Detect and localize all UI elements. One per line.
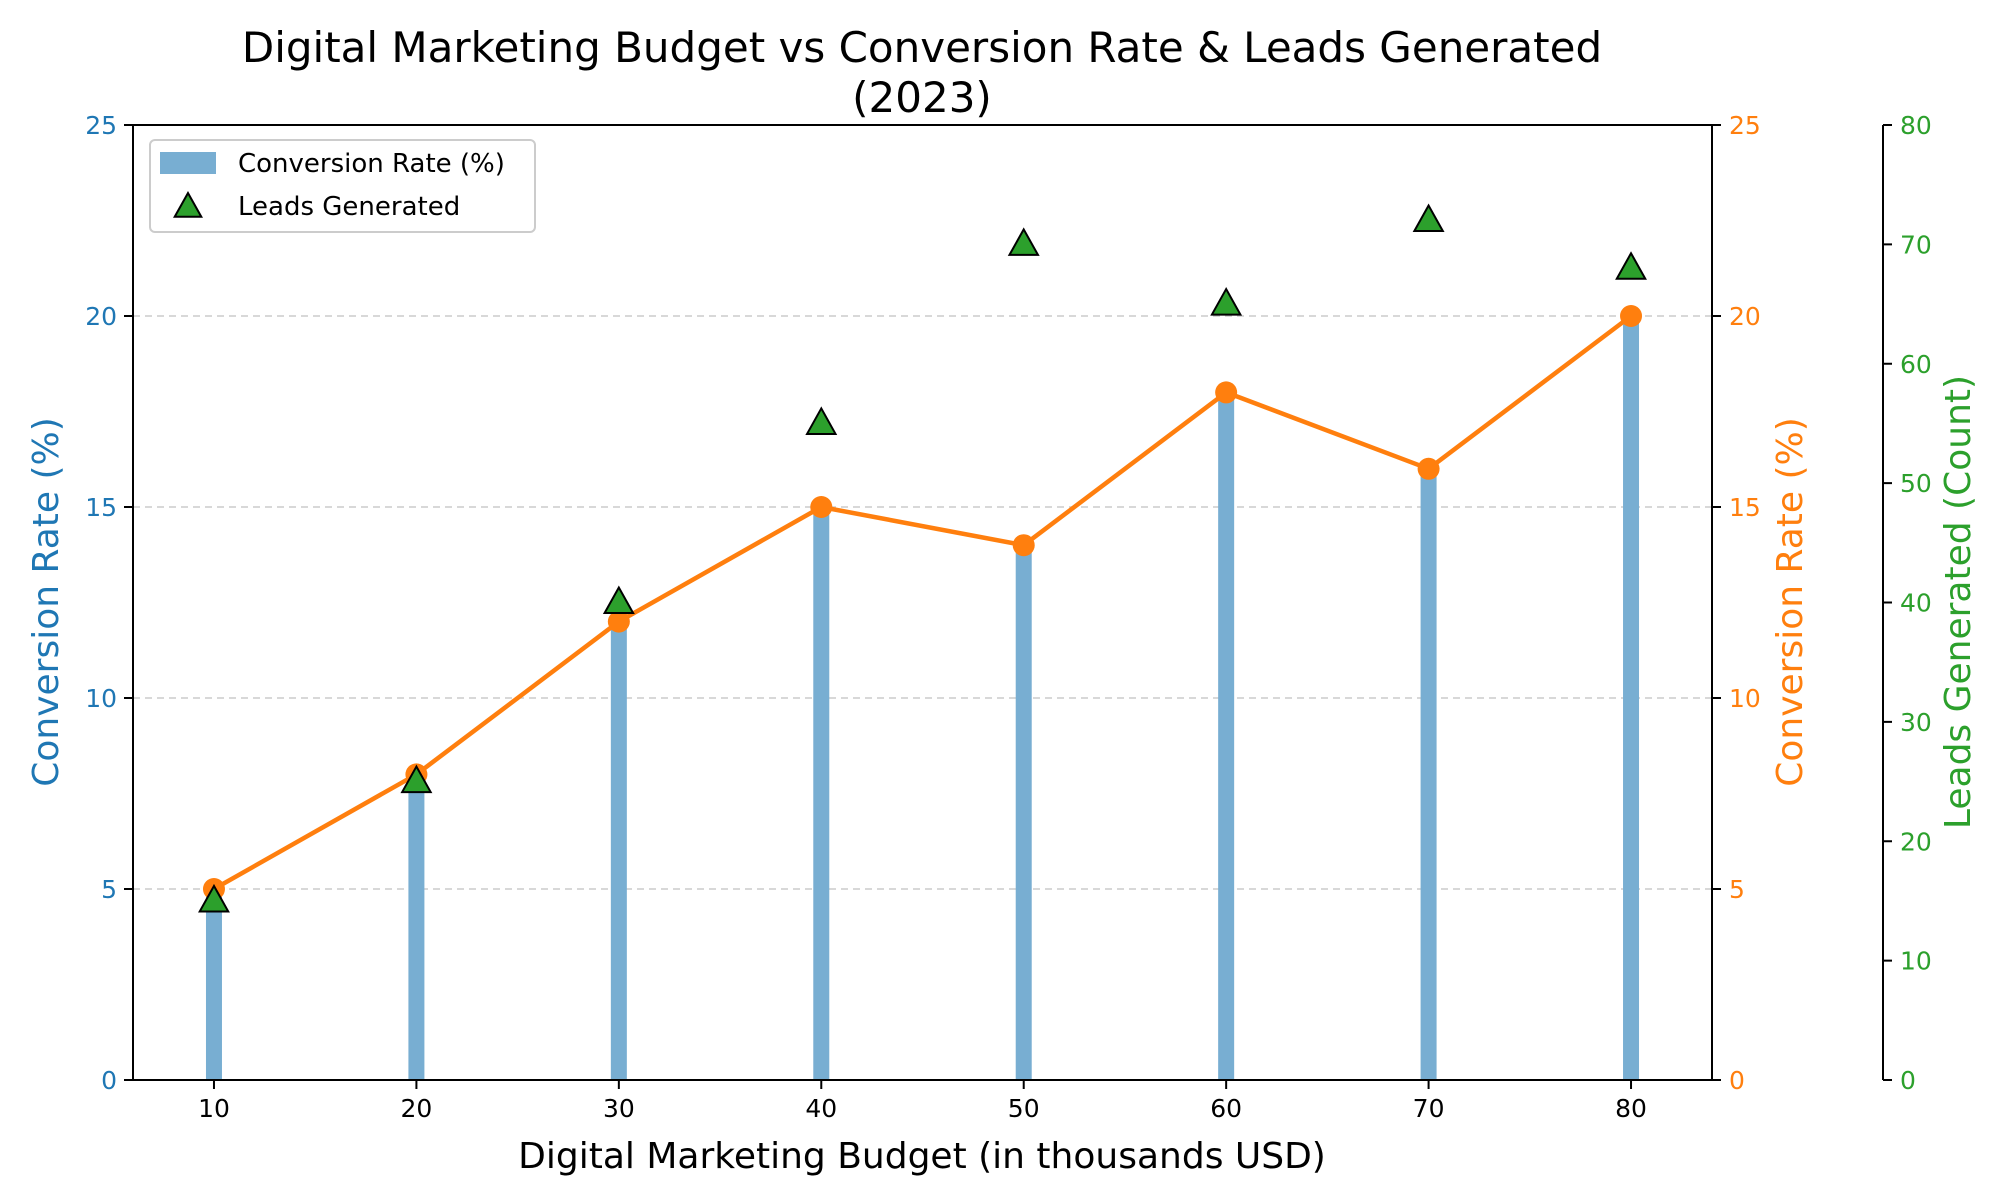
legend-triangle-icon [172, 190, 204, 218]
chart-title-line-2: (2023) [852, 73, 992, 122]
bar [1420, 468, 1437, 1080]
line-point [1215, 381, 1238, 404]
legend-bar-swatch [160, 152, 216, 174]
x-tick-label: 50 [1008, 1094, 1040, 1123]
y-right-tick-label: 25 [1729, 111, 1761, 140]
bar-layer [205, 316, 1640, 1080]
y-far-right-tick-label: 50 [1900, 469, 1932, 498]
scatter-point [400, 764, 433, 794]
y-left-tick-label: 15 [85, 493, 117, 522]
y-far-right-tick-label: 70 [1900, 230, 1932, 259]
series-line [212, 314, 1633, 891]
y-left-tick-label: 25 [85, 111, 117, 140]
y-right-axis-label: Conversion Rate (%) [1770, 417, 1811, 787]
y-far-right-tick-label: 30 [1900, 708, 1932, 737]
y-far-right-tick-label: 10 [1900, 947, 1932, 976]
scatter-point [1615, 251, 1647, 280]
y-far-right-tick-label: 80 [1900, 111, 1932, 140]
x-tick-label: 70 [1413, 1094, 1445, 1123]
x-tick-label: 30 [603, 1094, 635, 1123]
scatter-point [1412, 203, 1445, 232]
legend-layer: Conversion Rate (%) Leads Generated [149, 139, 536, 233]
y-right-tick-label: 15 [1729, 493, 1761, 522]
y-far-right-axis-label: Leads Generated (Count) [1938, 375, 1979, 829]
x-tick-label: 20 [401, 1094, 433, 1123]
y-far-right-tick-label: 20 [1900, 827, 1932, 856]
scatter-point [602, 585, 635, 614]
text-layer: 10 20 30 40 50 60 70 80 0 5 10 15 20 25 0 5 10 15 20 25 0 10 2… [26, 23, 1979, 1177]
bar [610, 621, 627, 1080]
line-point [607, 610, 630, 633]
x-tick-label: 60 [1210, 1094, 1242, 1123]
line-point [1417, 457, 1440, 480]
x-tick-label: 10 [198, 1094, 230, 1123]
scatter-point [198, 883, 230, 913]
bar [813, 507, 830, 1080]
scatter-point [1210, 287, 1243, 316]
x-tick-label: 40 [805, 1094, 837, 1123]
y-right-tick-label: 20 [1729, 302, 1761, 331]
y-left-tick-label: 0 [101, 1066, 117, 1095]
line-point [810, 496, 833, 518]
bar [408, 774, 425, 1080]
y-far-right-tick-label: 60 [1900, 350, 1932, 379]
line-layer [202, 305, 1643, 900]
line-point [1620, 305, 1643, 327]
y-left-tick-label: 10 [85, 684, 117, 713]
y-right-tick-label: 0 [1729, 1066, 1745, 1095]
y-far-right-tick-label: 0 [1900, 1066, 1916, 1095]
y-far-right-tick-label: 40 [1900, 589, 1932, 618]
legend-label-bars: Conversion Rate (%) [238, 149, 505, 179]
axes-layer [124, 124, 1892, 1089]
y-left-tick-label: 5 [101, 875, 117, 904]
scatter-point [805, 406, 838, 435]
y-left-tick-label: 20 [85, 302, 117, 331]
bar [1218, 392, 1235, 1080]
bar [205, 889, 222, 1080]
x-axis-label: Digital Marketing Budget (in thousands U… [518, 1136, 1326, 1177]
y-right-tick-label: 5 [1729, 875, 1745, 904]
scatter-point [1007, 227, 1040, 256]
x-tick-label: 80 [1615, 1094, 1647, 1123]
legend-label-leads: Leads Generated [238, 192, 460, 222]
line-point [1012, 534, 1035, 557]
scatter-layer [198, 203, 1647, 913]
y-left-axis-label: Conversion Rate (%) [26, 417, 67, 787]
bar [1623, 316, 1640, 1080]
chart-title-line-1: Digital Marketing Budget vs Conversion R… [242, 23, 1602, 72]
y-right-tick-label: 10 [1729, 684, 1761, 713]
legend-box [149, 139, 536, 233]
bar [1015, 545, 1032, 1080]
